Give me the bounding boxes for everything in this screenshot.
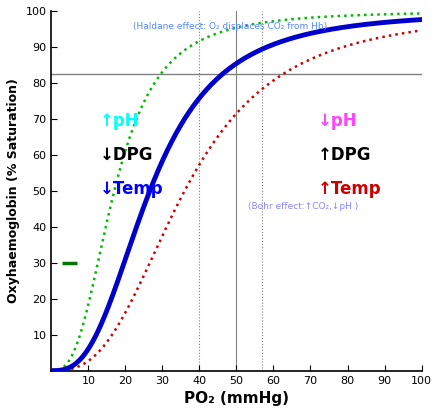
- Text: ↑DPG: ↑DPG: [317, 146, 371, 164]
- Text: (Haldane effect: O₂ displaces CO₂ from Hb): (Haldane effect: O₂ displaces CO₂ from H…: [133, 22, 326, 31]
- Text: ↓pH: ↓pH: [317, 112, 357, 130]
- Y-axis label: Oxyhaemoglobin (% Saturation): Oxyhaemoglobin (% Saturation): [7, 78, 20, 303]
- X-axis label: PO₂ (mmHg): PO₂ (mmHg): [184, 391, 288, 406]
- Text: ↑pH: ↑pH: [99, 112, 139, 130]
- Text: (Bohr effect:↑CO₂,↓pH ): (Bohr effect:↑CO₂,↓pH ): [247, 202, 357, 211]
- Text: ↑Temp: ↑Temp: [317, 180, 381, 198]
- Text: ↓Temp: ↓Temp: [99, 180, 163, 198]
- Text: ↓DPG: ↓DPG: [99, 146, 152, 164]
